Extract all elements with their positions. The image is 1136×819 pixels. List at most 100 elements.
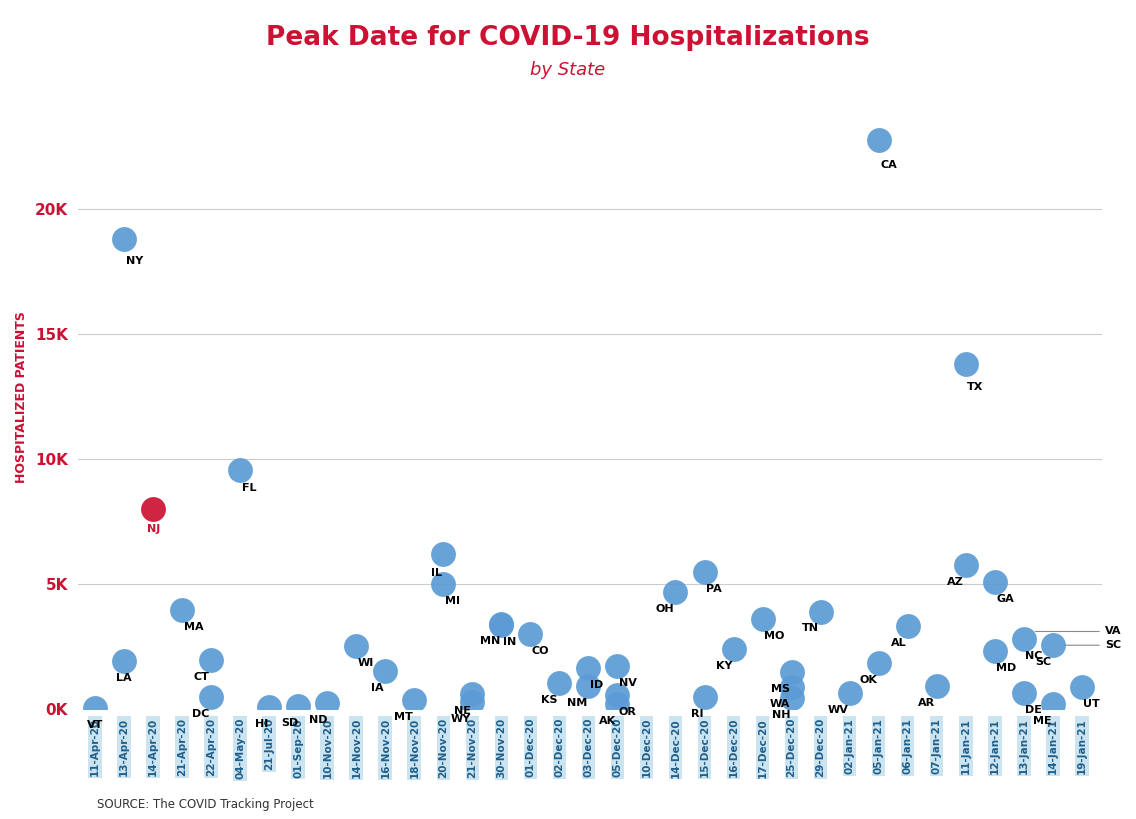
Text: CO: CO xyxy=(532,646,550,656)
Point xyxy=(753,613,771,626)
Text: KS: KS xyxy=(542,695,558,704)
Point xyxy=(609,660,627,673)
Text: NM: NM xyxy=(567,698,587,708)
Point xyxy=(86,701,105,714)
Text: TN: TN xyxy=(802,623,819,634)
Point xyxy=(232,463,250,476)
Point xyxy=(173,604,191,617)
Text: MN: MN xyxy=(479,636,500,646)
Text: UT: UT xyxy=(1083,699,1100,709)
Point xyxy=(260,700,278,713)
Text: NH: NH xyxy=(771,709,791,720)
Text: VT: VT xyxy=(87,720,103,730)
Point xyxy=(290,699,308,713)
Point xyxy=(406,693,424,706)
Text: Peak Date for COVID-19 Hospitalizations: Peak Date for COVID-19 Hospitalizations xyxy=(266,25,870,51)
Text: IL: IL xyxy=(431,568,442,578)
Point xyxy=(725,642,743,655)
Text: WV: WV xyxy=(827,704,849,715)
Point xyxy=(579,680,598,693)
Point xyxy=(521,627,540,640)
Text: by State: by State xyxy=(531,61,605,79)
Text: ID: ID xyxy=(590,680,603,690)
Point xyxy=(550,676,568,690)
Point xyxy=(695,565,713,578)
Point xyxy=(348,640,366,653)
Text: OR: OR xyxy=(619,707,637,717)
Text: FL: FL xyxy=(242,483,257,493)
Text: PA: PA xyxy=(705,584,721,594)
Text: SD: SD xyxy=(281,717,299,727)
Text: NC: NC xyxy=(1025,651,1043,661)
Text: NJ: NJ xyxy=(147,524,160,534)
Text: SOURCE: The COVID Tracking Project: SOURCE: The COVID Tracking Project xyxy=(97,798,314,811)
Text: AR: AR xyxy=(918,699,935,708)
Text: NV: NV xyxy=(619,678,637,689)
Point xyxy=(1044,697,1062,710)
Point xyxy=(144,503,162,516)
Text: MI: MI xyxy=(445,596,460,606)
Text: LA: LA xyxy=(116,673,132,683)
Text: VA: VA xyxy=(1105,627,1121,636)
Text: NY: NY xyxy=(126,256,143,266)
Text: RI: RI xyxy=(691,709,703,719)
Point xyxy=(811,605,829,618)
Text: NE: NE xyxy=(454,705,471,716)
Text: WA: WA xyxy=(770,699,791,708)
Point xyxy=(986,645,1004,658)
Text: WI: WI xyxy=(358,658,374,668)
Text: MO: MO xyxy=(765,631,784,641)
Text: OH: OH xyxy=(655,604,674,613)
Point xyxy=(841,686,859,699)
Point xyxy=(1072,681,1091,694)
Point xyxy=(376,665,394,678)
Text: GA: GA xyxy=(996,594,1013,604)
Y-axis label: HOSPITALIZED PATIENTS: HOSPITALIZED PATIENTS xyxy=(15,311,28,482)
Text: MA: MA xyxy=(184,622,203,632)
Point xyxy=(492,618,510,631)
Text: TX: TX xyxy=(967,382,984,391)
Text: AL: AL xyxy=(891,639,907,649)
Point xyxy=(609,697,627,710)
Point xyxy=(318,696,336,709)
Text: DE: DE xyxy=(1025,704,1042,715)
Text: AZ: AZ xyxy=(947,577,964,587)
Text: SC: SC xyxy=(1035,657,1051,667)
Text: ND: ND xyxy=(309,715,327,725)
Point xyxy=(1014,686,1033,699)
Point xyxy=(202,654,220,667)
Text: OK: OK xyxy=(859,675,877,685)
Point xyxy=(202,690,220,704)
Point xyxy=(609,688,627,701)
Point xyxy=(957,559,975,572)
Text: HI: HI xyxy=(254,719,268,729)
Point xyxy=(579,661,598,674)
Point xyxy=(115,233,133,246)
Point xyxy=(463,687,482,700)
Text: DC: DC xyxy=(192,709,210,719)
Text: SC: SC xyxy=(1105,640,1121,650)
Point xyxy=(927,680,945,693)
Text: IA: IA xyxy=(371,683,384,694)
Point xyxy=(434,577,452,590)
Text: CT: CT xyxy=(194,672,210,681)
Point xyxy=(869,656,887,669)
Point xyxy=(869,133,887,146)
Point xyxy=(899,620,917,633)
Point xyxy=(1014,632,1033,645)
Point xyxy=(115,655,133,668)
Point xyxy=(783,666,801,679)
Point xyxy=(986,575,1004,588)
Text: MD: MD xyxy=(996,663,1017,673)
Point xyxy=(463,695,482,708)
Point xyxy=(434,548,452,561)
Point xyxy=(783,680,801,693)
Text: AK: AK xyxy=(599,716,616,726)
Point xyxy=(492,618,510,631)
Point xyxy=(1044,639,1062,652)
Text: KY: KY xyxy=(716,661,732,671)
Text: MT: MT xyxy=(394,712,412,722)
Text: ME: ME xyxy=(1033,716,1051,726)
Point xyxy=(695,690,713,704)
Text: MS: MS xyxy=(771,685,791,695)
